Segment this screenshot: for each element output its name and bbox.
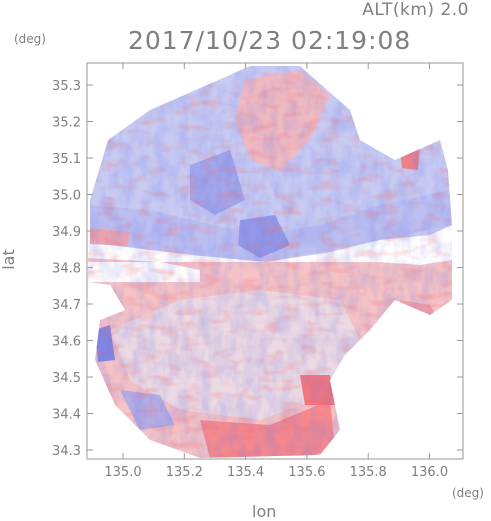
x-tick-label: 135.8 (350, 465, 387, 480)
x-axis-unit: (deg) (452, 486, 484, 500)
y-axis-unit: (deg) (14, 32, 46, 46)
y-tick-label: 34.7 (52, 298, 81, 313)
x-axis-title: lon (252, 502, 277, 521)
altitude-label: ALT(km) 2.0 (362, 0, 469, 20)
y-tick-label: 34.4 (52, 408, 81, 423)
x-tick-label: 135.0 (104, 465, 141, 480)
x-tick-label: 135.4 (227, 465, 264, 480)
x-tick-label: 135.6 (288, 465, 325, 480)
y-tick-label: 34.3 (52, 444, 81, 459)
y-tick-label: 34.5 (52, 371, 81, 386)
y-tick-label: 35.3 (52, 79, 81, 94)
y-tick-label: 35.2 (52, 116, 81, 131)
scan-datetime: 2017/10/23 02:19:08 (128, 26, 412, 55)
x-axis: 135.0 135.2 135.4 135.6 135.8 136.0 (104, 63, 448, 480)
x-tick-label: 136.0 (411, 465, 448, 480)
radar-echo-field (87, 63, 463, 459)
y-axis: 35.3 35.2 35.1 35.0 34.9 34.8 34.7 34.6 34.5 34.4… (52, 79, 463, 459)
y-tick-label: 35.0 (52, 189, 81, 204)
y-tick-label: 35.1 (52, 152, 81, 167)
y-tick-label: 34.9 (52, 225, 81, 240)
plot-frame (86, 62, 464, 460)
y-tick-label: 34.8 (52, 262, 81, 277)
no-echo-mask (87, 63, 463, 459)
y-tick-label: 34.6 (52, 335, 81, 350)
x-tick-label: 135.2 (166, 465, 203, 480)
